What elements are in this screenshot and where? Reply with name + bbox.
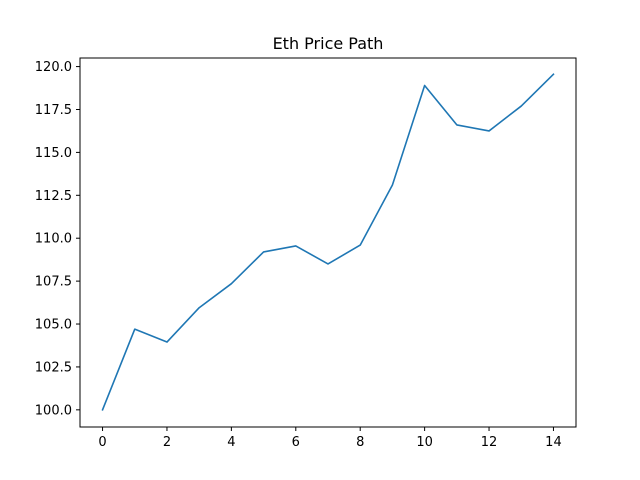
x-tick-label: 2	[163, 435, 171, 450]
x-tick-label: 8	[356, 435, 364, 450]
y-tick-label: 102.5	[35, 360, 72, 375]
x-tick-label: 0	[98, 435, 106, 450]
price-series-line	[101, 73, 555, 411]
x-tick-label: 4	[227, 435, 235, 450]
y-tick-label: 117.5	[35, 103, 72, 118]
x-tick-label: 12	[481, 435, 498, 450]
x-axis-ticks: 0 2 4 6 8 10 12 14	[98, 427, 562, 450]
y-tick-label: 100.0	[35, 403, 72, 418]
plot-area-frame	[79, 57, 577, 428]
y-tick-label: 120.0	[35, 60, 72, 75]
y-tick-label: 112.5	[35, 189, 72, 204]
y-tick-label: 110.0	[35, 232, 72, 247]
x-tick-label: 10	[416, 435, 433, 450]
x-tick-label: 14	[545, 435, 562, 450]
y-tick-label: 107.5	[35, 275, 72, 290]
series-layer	[101, 73, 555, 411]
chart-title: Eth Price Path	[273, 34, 384, 53]
y-tick-label: 105.0	[35, 318, 72, 333]
x-tick-label: 6	[292, 435, 300, 450]
y-tick-label: 115.0	[35, 146, 72, 161]
y-axis-ticks: 100.0 102.5 105.0 107.5 110.0 112.5 115.0 117.5…	[35, 60, 80, 418]
